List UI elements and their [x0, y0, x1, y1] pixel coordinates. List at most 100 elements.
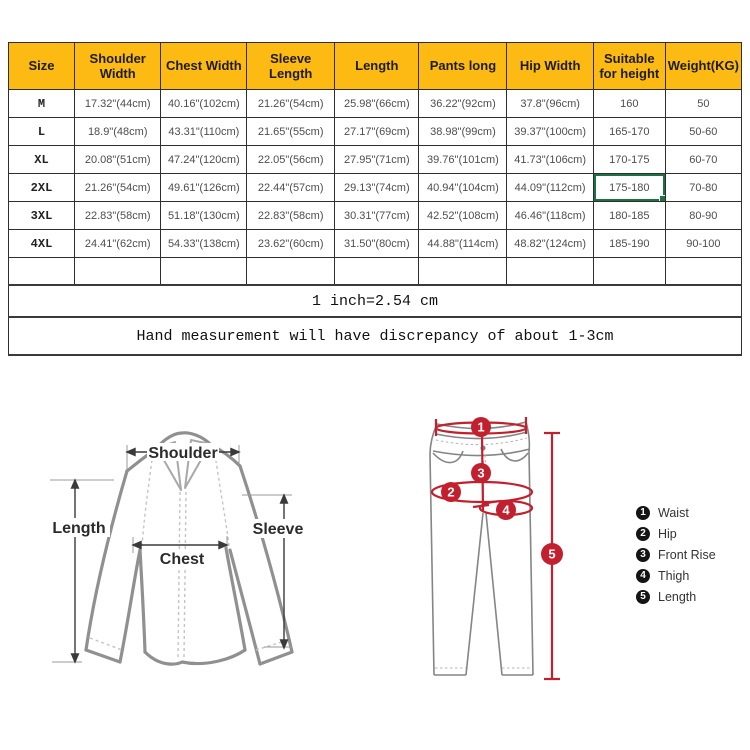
empty-cell: [418, 257, 508, 286]
value-cell: 17.32"(44cm): [73, 89, 162, 118]
value-cell: 40.16"(102cm): [160, 89, 248, 118]
marker-5: 5: [548, 547, 555, 562]
empty-cell: [334, 257, 420, 286]
shirt-outline: [84, 431, 294, 666]
empty-cell: [506, 257, 594, 286]
value-cell: 21.26"(54cm): [246, 89, 336, 118]
value-cell: 51.18"(130cm): [160, 201, 248, 230]
size-cell: 2XL: [8, 173, 75, 202]
shirt-stitching: [89, 453, 289, 659]
marker-1: 1: [477, 420, 484, 435]
legend-item-thigh: 4 Thigh: [636, 565, 716, 586]
table-header: Size Shoulder Width Chest Width Sleeve Leng…: [8, 42, 743, 90]
value-cell: 165-170: [592, 117, 666, 146]
legend-label: Front Rise: [658, 547, 716, 562]
value-cell: 43.31"(110cm): [160, 117, 248, 146]
value-cell: 180-185: [592, 201, 666, 230]
value-cell: 175-180: [592, 173, 666, 202]
table-row: 4XL 24.41"(62cm) 54.33"(138cm) 23.62"(60cm)…: [8, 229, 743, 258]
value-cell: 48.82"(124cm): [506, 229, 594, 258]
value-cell: 44.88"(114cm): [418, 229, 508, 258]
spacer-row: [8, 257, 743, 286]
value-cell: 21.65"(55cm): [246, 117, 336, 146]
value-cell: 42.52"(108cm): [418, 201, 508, 230]
empty-cell: [73, 257, 162, 286]
table-row: 2XL 21.26"(54cm) 49.61"(126cm) 22.44"(57cm)…: [8, 173, 743, 202]
sleeve-label: Sleeve: [253, 521, 304, 538]
column-header: Weight(KG): [664, 42, 743, 90]
value-cell: 54.33"(138cm): [160, 229, 248, 258]
table-row: M 17.32"(44cm) 40.16"(102cm) 21.26"(54cm) 25…: [8, 89, 743, 118]
inch-note-row: 1 inch=2.54 cm: [8, 284, 742, 318]
length-label: Length: [52, 520, 105, 537]
size-cell: 3XL: [8, 201, 75, 230]
column-header: Suitable for height: [592, 42, 666, 90]
legend-item-front-rise: 3 Front Rise: [636, 544, 716, 565]
value-cell: 23.62"(60cm): [246, 229, 336, 258]
value-cell: 24.41"(62cm): [73, 229, 162, 258]
value-cell: 160: [592, 89, 666, 118]
value-cell: 31.50"(80cm): [334, 229, 420, 258]
empty-cell: [246, 257, 336, 286]
size-cell: L: [8, 117, 75, 146]
inch-note: 1 inch=2.54 cm: [8, 284, 742, 318]
header-row: Size Shoulder Width Chest Width Sleeve Leng…: [8, 42, 743, 90]
value-cell: 22.83"(58cm): [246, 201, 336, 230]
value-cell: 44.09"(112cm): [506, 173, 594, 202]
table-row: XL 20.08"(51cm) 47.24"(120cm) 22.05"(56cm) 2…: [8, 145, 743, 174]
value-cell: 38.98"(99cm): [418, 117, 508, 146]
value-cell: 170-175: [592, 145, 666, 174]
column-header: Pants long: [418, 42, 508, 90]
value-cell: 22.83"(58cm): [73, 201, 162, 230]
value-cell: 50: [664, 89, 743, 118]
value-cell: 60-70: [664, 145, 743, 174]
value-cell: 80-90: [664, 201, 743, 230]
table-row: L 18.9"(48cm) 43.31"(110cm) 21.65"(55cm) 27.…: [8, 117, 743, 146]
pants-diagram: 1 2 3 4 5: [429, 417, 563, 681]
value-cell: 90-100: [664, 229, 743, 258]
shoulder-label: Shoulder: [148, 445, 217, 462]
legend-dot-2: 2: [636, 526, 650, 541]
pants-legend: 1 Waist 2 Hip 3 Front Rise 4 Thigh 5 Len…: [636, 502, 716, 607]
value-cell: 40.94"(104cm): [418, 173, 508, 202]
pants-marker-circles: 1 2 3 4 5: [441, 417, 563, 565]
empty-cell: [592, 257, 666, 286]
value-cell: 37.8"(96cm): [506, 89, 594, 118]
value-cell: 29.13"(74cm): [334, 173, 420, 202]
value-cell: 39.76"(101cm): [418, 145, 508, 174]
empty-cell: [664, 257, 743, 286]
value-cell: 70-80: [664, 173, 743, 202]
legend-dot-5: 5: [636, 589, 650, 604]
legend-dot-3: 3: [636, 547, 650, 562]
shirt-labels: Shoulder Length Sleeve Chest: [50, 443, 307, 568]
value-cell: 21.26"(54cm): [73, 173, 162, 202]
size-cell: 4XL: [8, 229, 75, 258]
pants-measurements: [430, 417, 560, 681]
empty-cell: [8, 257, 75, 286]
legend-label: Thigh: [658, 568, 690, 583]
value-cell: 185-190: [592, 229, 666, 258]
value-cell: 39.37"(100cm): [506, 117, 594, 146]
value-cell: 46.46"(118cm): [506, 201, 594, 230]
column-header: Hip Width: [506, 42, 594, 90]
size-cell: M: [8, 89, 75, 118]
column-header: Length: [334, 42, 420, 90]
value-cell: 27.95"(71cm): [334, 145, 420, 174]
table-row: 3XL 22.83"(58cm) 51.18"(130cm) 22.83"(58cm)…: [8, 201, 743, 230]
measurement-note: Hand measurement will have discrepancy o…: [8, 316, 742, 356]
size-chart-table: Size Shoulder Width Chest Width Sleeve Leng…: [8, 42, 743, 356]
value-cell: 49.61"(126cm): [160, 173, 248, 202]
value-cell: 30.31"(77cm): [334, 201, 420, 230]
value-cell: 20.08"(51cm): [73, 145, 162, 174]
marker-3: 3: [477, 466, 484, 481]
table-body: M 17.32"(44cm) 40.16"(102cm) 21.26"(54cm) 25…: [8, 89, 743, 356]
value-cell: 27.17"(69cm): [334, 117, 420, 146]
column-header: Size: [8, 42, 75, 90]
column-header: Shoulder Width: [73, 42, 162, 90]
column-header: Chest Width: [160, 42, 248, 90]
legend-item-waist: 1 Waist: [636, 502, 716, 523]
value-cell: 25.98"(66cm): [334, 89, 420, 118]
marker-4: 4: [502, 503, 510, 518]
value-cell: 47.24"(120cm): [160, 145, 248, 174]
